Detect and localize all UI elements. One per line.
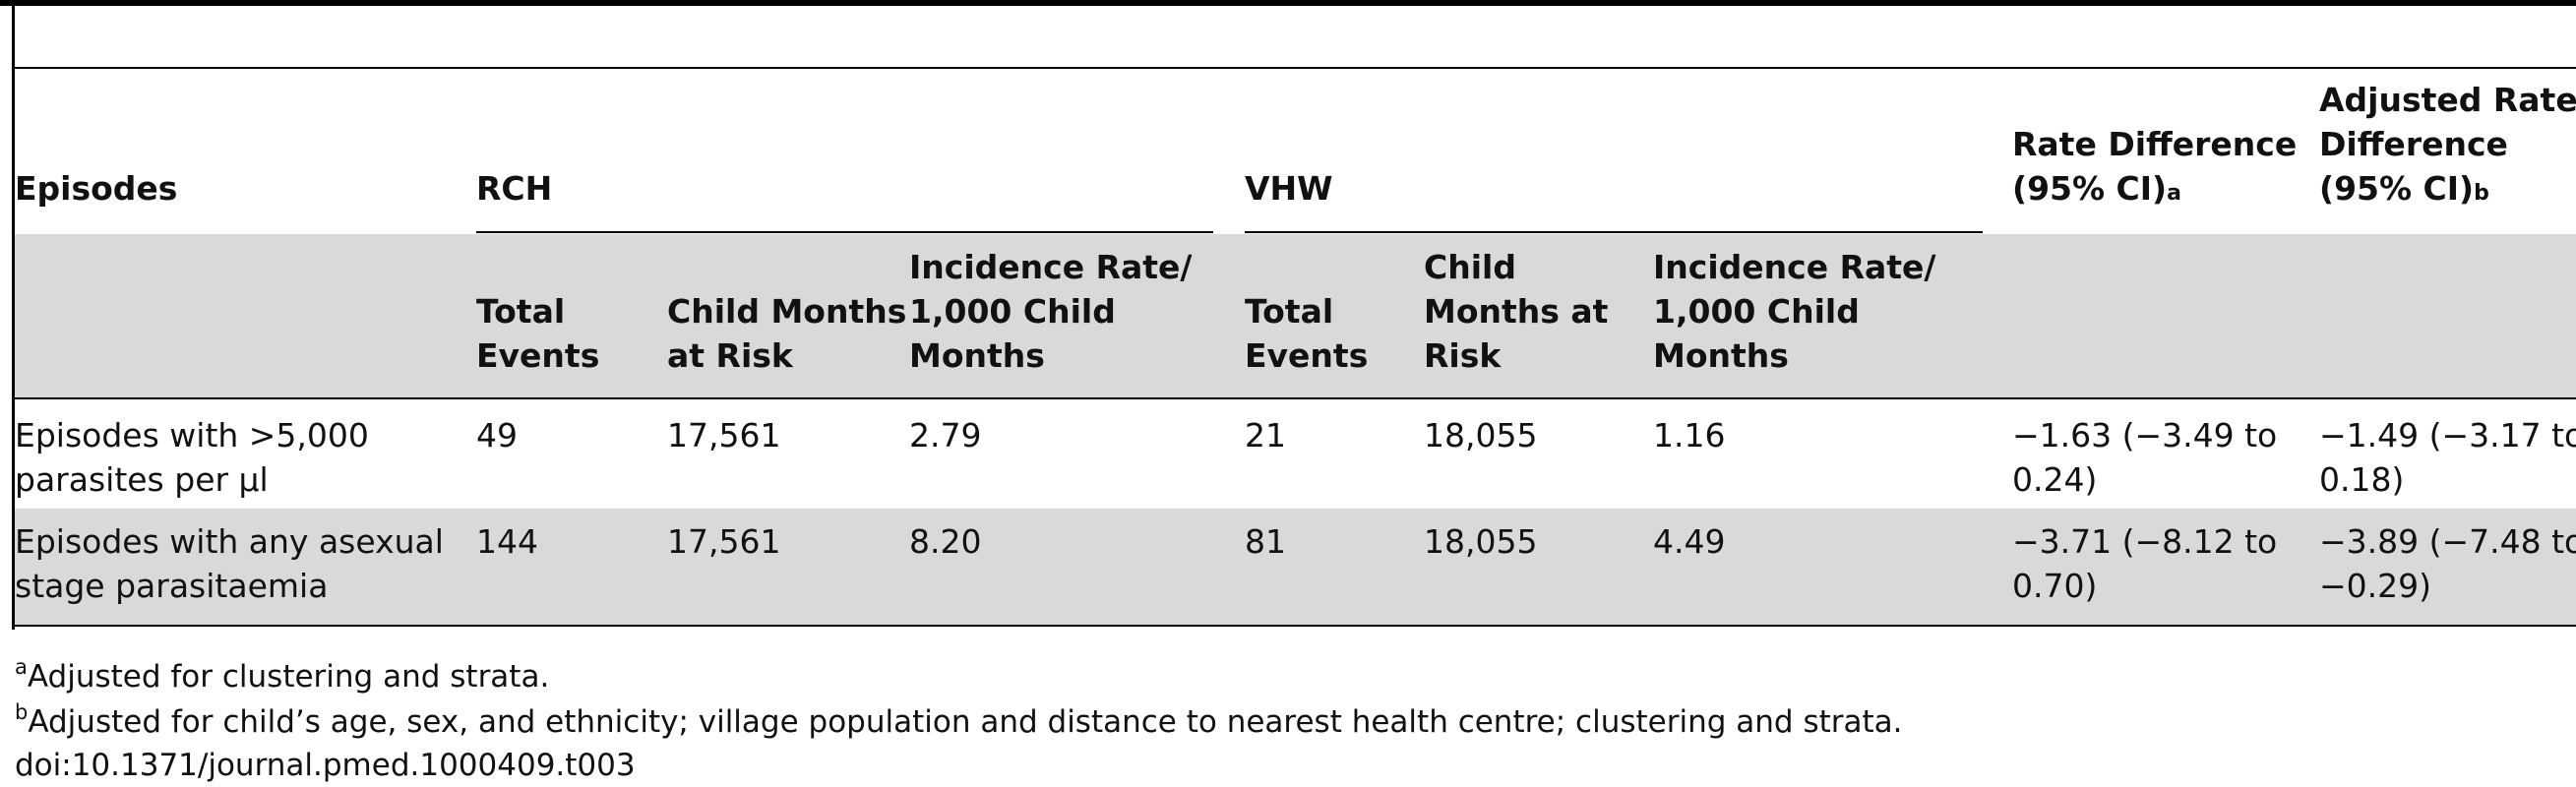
rch-group-rule: [476, 231, 1213, 233]
rch-child-months: 17,561: [667, 522, 781, 561]
vhw-incidence-rate: 4.49: [1653, 522, 1726, 561]
rch-total-events: 144: [476, 522, 538, 561]
footnote-a: aAdjusted for clustering and strata.: [15, 655, 550, 696]
top-rule: [0, 0, 2576, 6]
rate-difference: −1.63 (−3.49 to 0.24): [2012, 416, 2278, 499]
adjusted-rate-difference-header: Adjusted Rate Difference (95% CI)b: [2319, 81, 2576, 208]
vhw-incidence-rate: 1.16: [1653, 416, 1726, 454]
vhw-group-rule: [1245, 231, 1983, 233]
footnote-a-mark: a: [15, 655, 28, 679]
rate-difference: −3.71 (−8.12 to 0.70): [2012, 522, 2278, 605]
footnote-b: bAdjusted for child’s age, sex, and ethn…: [15, 700, 1903, 741]
vhw-incidence-rate-header: Incidence Rate/ 1,000 Child Months: [1653, 248, 1936, 375]
rch-incidence-rate: 8.20: [909, 522, 982, 561]
subheader-band: [15, 234, 2576, 398]
vhw-total-events-header: Total Events: [1245, 292, 1369, 375]
left-rule: [12, 0, 15, 630]
adjusted-rate-difference: −1.49 (−3.17 to 0.18): [2319, 416, 2576, 499]
row-label: Episodes with >5,000 parasites per µl: [15, 416, 369, 499]
rch-group-header: RCH: [476, 169, 553, 208]
rate-difference-header: Rate Difference (95% CI)a: [2012, 125, 2298, 208]
footnote-mark-b: b: [2474, 181, 2489, 206]
header-top-rule: [15, 67, 2576, 69]
row-shade: [15, 509, 2576, 625]
rch-incidence-rate: 2.79: [909, 416, 982, 454]
rch-child-months: 17,561: [667, 416, 781, 454]
footnote-b-mark: b: [15, 700, 29, 724]
vhw-child-months-header: Child Months at Risk: [1424, 248, 1609, 375]
row-label: Episodes with any asexual stage parasita…: [15, 522, 444, 605]
rch-total-events: 49: [476, 416, 518, 454]
vhw-total-events: 81: [1245, 522, 1286, 561]
doi-text: doi:10.1371/journal.pmed.1000409.t003: [15, 748, 636, 783]
vhw-child-months: 18,055: [1424, 416, 1538, 454]
header-bottom-rule: [15, 397, 2576, 399]
rch-total-events-header: Total Events: [476, 292, 600, 375]
rch-incidence-rate-header: Incidence Rate/ 1,000 Child Months: [909, 248, 1193, 375]
table-bottom-rule: [15, 625, 2576, 627]
vhw-group-header: VHW: [1245, 169, 1333, 208]
episodes-header: Episodes: [15, 169, 178, 208]
vhw-child-months: 18,055: [1424, 522, 1538, 561]
rch-child-months-header: Child Months at Risk: [667, 292, 907, 375]
adjusted-rate-difference: −3.89 (−7.48 to −0.29): [2319, 522, 2576, 605]
vhw-total-events: 21: [1245, 416, 1286, 454]
footnote-mark-a: a: [2167, 181, 2181, 206]
